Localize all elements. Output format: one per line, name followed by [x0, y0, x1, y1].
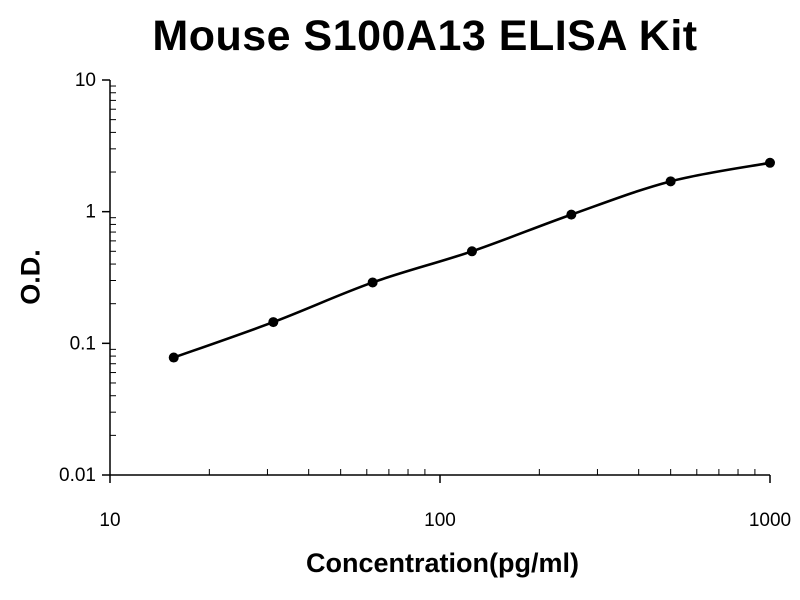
y-axis-label: O.D.: [15, 249, 46, 305]
x-tick-label: 1000: [749, 510, 791, 531]
y-tick-label: 0.01: [59, 465, 96, 486]
data-point: [268, 317, 279, 328]
x-tick-label: 100: [424, 510, 456, 531]
data-point: [566, 209, 577, 220]
y-tick-label: 0.1: [70, 333, 96, 354]
x-axis-label: Concentration(pg/ml): [306, 548, 579, 578]
x-tick-label: 10: [99, 510, 120, 531]
y-tick-label: 10: [75, 70, 96, 91]
y-tick-label: 1: [85, 202, 96, 223]
chart-title: Mouse S100A13 ELISA Kit: [152, 12, 698, 60]
data-point: [466, 246, 477, 257]
data-point: [367, 277, 378, 288]
data-point: [168, 352, 179, 363]
data-point: [765, 157, 775, 168]
series-line: [173, 161, 771, 359]
data-point: [665, 176, 676, 187]
